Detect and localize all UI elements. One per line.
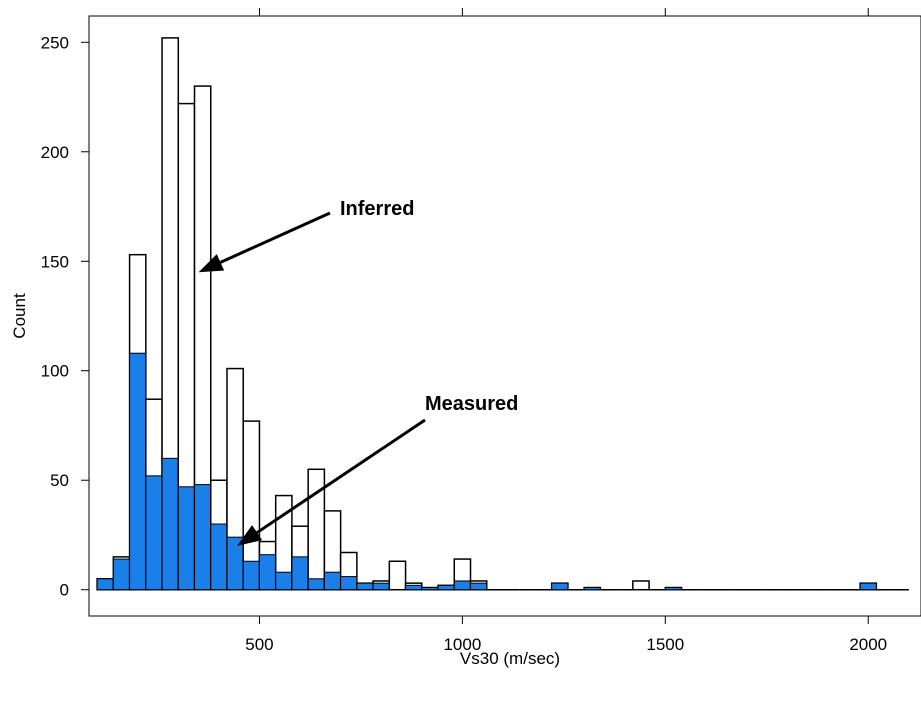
bar-measured bbox=[275, 571, 293, 591]
y-tick-label: 100 bbox=[41, 362, 69, 381]
annotation-measured-arrow-head bbox=[237, 525, 263, 546]
x-tick-label: 1000 bbox=[443, 635, 481, 654]
bar-measured bbox=[112, 558, 131, 591]
bar-measured bbox=[161, 457, 179, 591]
x-tick-label: 1500 bbox=[646, 635, 684, 654]
bar-measured bbox=[145, 475, 163, 591]
bar-measured bbox=[372, 582, 390, 591]
annotation-inferred-arrow-head bbox=[198, 254, 225, 273]
bar-inferred bbox=[632, 580, 650, 591]
y-axis-title: Count bbox=[10, 293, 29, 339]
bar-measured bbox=[96, 578, 114, 591]
bar-measured bbox=[437, 584, 455, 591]
annotation-measured-label: Measured bbox=[425, 393, 518, 415]
bar-measured bbox=[307, 578, 325, 591]
x-tick-label: 500 bbox=[245, 635, 273, 654]
bar-measured bbox=[356, 582, 374, 591]
y-tick-label: 200 bbox=[41, 143, 69, 162]
bar-measured bbox=[551, 582, 569, 591]
bar-measured bbox=[129, 352, 147, 591]
bar-measured bbox=[664, 587, 683, 591]
bar-measured bbox=[258, 554, 277, 591]
x-tick-label: 2000 bbox=[849, 635, 887, 654]
bar-measured bbox=[583, 587, 601, 591]
bar-measured bbox=[242, 560, 260, 591]
bar-measured bbox=[470, 582, 488, 591]
bar-measured bbox=[194, 484, 212, 591]
annotation-measured-arrow-line bbox=[256, 418, 426, 534]
plot-frame bbox=[88, 15, 921, 617]
x-axis-title: Vs30 (m/sec) bbox=[460, 649, 560, 668]
bar-measured bbox=[210, 523, 228, 591]
axis-ticks-layer: 500 1000 1500 2000 0 50 100 150 200 250 bbox=[41, 8, 887, 654]
annotation-inferred-arrow-line bbox=[219, 211, 331, 264]
bar-measured bbox=[453, 580, 472, 591]
annotation-inferred-label: Inferred bbox=[340, 198, 414, 220]
bars-layer bbox=[96, 37, 909, 591]
bar-inferred bbox=[388, 560, 407, 591]
y-tick-label: 50 bbox=[50, 471, 69, 490]
bar-measured bbox=[323, 571, 342, 591]
bar-measured bbox=[405, 584, 423, 591]
y-tick-label: 250 bbox=[41, 33, 69, 52]
bar-measured bbox=[859, 582, 877, 591]
annotations-layer: Inferred Measured bbox=[198, 198, 518, 546]
bar-measured bbox=[421, 587, 439, 591]
bar-measured bbox=[177, 486, 196, 591]
bar-measured bbox=[291, 556, 309, 591]
y-tick-label: 0 bbox=[60, 581, 69, 600]
bar-measured bbox=[340, 576, 358, 591]
y-tick-label: 150 bbox=[41, 252, 69, 271]
